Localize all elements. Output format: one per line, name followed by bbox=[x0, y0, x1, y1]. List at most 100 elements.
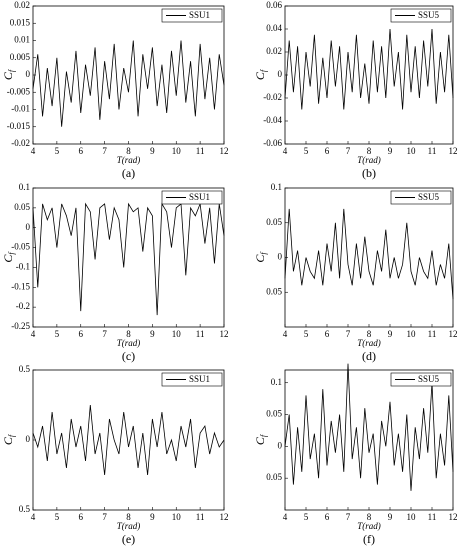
y-tick-label: -0.1 bbox=[16, 261, 30, 271]
y-axis-label-main: C bbox=[1, 71, 15, 80]
legend-box bbox=[390, 8, 452, 23]
x-tick-label: 6 bbox=[325, 512, 330, 522]
y-tick-label: -0.2 bbox=[16, 301, 30, 311]
y-axis-label-main: C bbox=[1, 436, 15, 445]
y-tick-label: -0.01 bbox=[11, 104, 30, 114]
legend-box bbox=[161, 190, 223, 205]
x-tick-label: 8 bbox=[367, 329, 372, 339]
x-tick-label: 11 bbox=[196, 512, 205, 522]
x-tick-label: 8 bbox=[367, 512, 372, 522]
x-tick-label: 10 bbox=[172, 329, 182, 339]
x-tick-label: 12 bbox=[449, 512, 458, 522]
x-tick-label: 9 bbox=[388, 329, 393, 339]
plot-frame bbox=[284, 369, 454, 511]
x-tick-label: 4 bbox=[283, 329, 288, 339]
y-tick-label: 0.5 bbox=[19, 504, 31, 514]
legend-label: SSU1 bbox=[189, 192, 210, 202]
panel-label: (b) bbox=[362, 166, 376, 180]
y-axis-label-sub: f bbox=[7, 251, 16, 255]
x-tick-label: 10 bbox=[172, 512, 182, 522]
y-tick-label: 0 bbox=[278, 440, 283, 450]
y-tick-label: -0.05 bbox=[11, 242, 30, 252]
data-line bbox=[32, 404, 225, 476]
data-line bbox=[32, 40, 225, 127]
y-tick-label: 0.005 bbox=[10, 52, 31, 62]
x-tick-label: 7 bbox=[346, 146, 351, 156]
y-tick-label: -0.15 bbox=[11, 281, 30, 291]
y-axis-label: Cf bbox=[1, 433, 16, 445]
panel-label: (a) bbox=[122, 166, 135, 180]
y-axis-label-main: C bbox=[253, 254, 267, 263]
data-line bbox=[284, 28, 454, 110]
plot-frame bbox=[284, 187, 454, 328]
y-tick-label: 0 bbox=[26, 222, 31, 232]
y-tick-label: 0.05 bbox=[266, 409, 282, 419]
panel-label: (d) bbox=[362, 349, 376, 363]
x-tick-label: 7 bbox=[102, 329, 107, 339]
y-tick-label: -0.04 bbox=[263, 115, 282, 125]
x-tick-label: 7 bbox=[346, 329, 351, 339]
x-axis-label: T(rad) bbox=[357, 155, 381, 165]
y-axis-label-sub: f bbox=[259, 68, 268, 72]
x-tick-label: 4 bbox=[283, 512, 288, 522]
panel-label: (f) bbox=[363, 532, 375, 546]
y-tick-label: 0.01 bbox=[14, 35, 30, 45]
y-tick-label: 0 bbox=[278, 69, 283, 79]
y-axis-label: Cf bbox=[1, 68, 16, 80]
plot-frame bbox=[284, 5, 454, 145]
x-tick-label: 12 bbox=[220, 512, 229, 522]
y-axis-label-sub: f bbox=[259, 433, 268, 437]
x-tick-label: 4 bbox=[31, 146, 36, 156]
legend-box bbox=[390, 372, 452, 387]
y-tick-label: 0.05 bbox=[266, 286, 282, 296]
data-line bbox=[284, 363, 454, 491]
y-axis-label-sub: f bbox=[7, 433, 16, 437]
legend-label: SSU5 bbox=[418, 10, 440, 20]
x-tick-label: 4 bbox=[283, 146, 288, 156]
y-tick-label: 0.015 bbox=[10, 17, 31, 27]
x-tick-label: 5 bbox=[55, 146, 60, 156]
y-tick-label: -0.015 bbox=[7, 121, 31, 131]
x-tick-label: 6 bbox=[325, 146, 330, 156]
legend-label: SSU1 bbox=[189, 374, 210, 384]
x-tick-label: 10 bbox=[407, 146, 417, 156]
panel: 4 5 6 7 8 9 10 11 12 0.06 0.04 0.02 0 -0.02 -0.04 -0.06… bbox=[253, 0, 458, 180]
x-tick-label: 11 bbox=[196, 146, 205, 156]
y-tick-label: 0.05 bbox=[266, 217, 282, 227]
y-tick-label: 0 bbox=[26, 69, 31, 79]
x-axis-label: T(rad) bbox=[117, 521, 141, 531]
y-tick-label: 0.04 bbox=[266, 23, 282, 33]
y-axis-label: Cf bbox=[253, 251, 268, 263]
y-tick-label: 0.06 bbox=[266, 0, 282, 10]
y-tick-label: 0.1 bbox=[271, 182, 282, 192]
x-tick-label: 5 bbox=[304, 329, 309, 339]
y-tick-label: -0.02 bbox=[11, 138, 30, 148]
x-tick-label: 10 bbox=[407, 512, 417, 522]
x-tick-label: 12 bbox=[449, 329, 458, 339]
y-axis-label-main: C bbox=[1, 254, 15, 263]
x-tick-label: 7 bbox=[102, 146, 107, 156]
y-tick-label: 0.1 bbox=[19, 182, 30, 192]
x-axis-label: T(rad) bbox=[117, 338, 141, 348]
y-axis-label-main: C bbox=[253, 71, 267, 80]
x-tick-label: 12 bbox=[220, 146, 229, 156]
panel: 4 5 6 7 8 9 10 11 12 0.1 0.05 0 -0.05 -0.1 -0.15 -0.2 -0… bbox=[1, 182, 229, 363]
x-tick-label: 7 bbox=[346, 512, 351, 522]
legend-box bbox=[161, 8, 223, 23]
x-tick-label: 8 bbox=[126, 146, 131, 156]
panel: 4 5 6 7 8 9 10 11 12 0.1 0.05 0 0.05 T(rad)(d) Cf SSU5 bbox=[253, 182, 458, 363]
x-tick-label: 4 bbox=[31, 512, 36, 522]
legend-box bbox=[390, 190, 452, 205]
y-axis-label-main: C bbox=[253, 436, 267, 445]
x-tick-label: 6 bbox=[79, 146, 84, 156]
x-tick-label: 10 bbox=[172, 146, 182, 156]
panel: 4 5 6 7 8 9 10 11 12 0.1 0.05 0 0.05 T(rad)(f) Cf SSU5 bbox=[253, 363, 458, 546]
panel: 4 5 6 7 8 9 10 11 12 0.02 0.015 0.01 0.005 0 -0.005 -0.… bbox=[1, 0, 229, 180]
plot-frame bbox=[32, 369, 225, 511]
y-tick-label: 0.05 bbox=[14, 202, 30, 212]
panel: 4 5 6 7 8 9 10 11 12 0.5 0 0.5 T(rad)(e) Cf SSU1 bbox=[1, 364, 229, 546]
x-tick-label: 12 bbox=[220, 329, 229, 339]
y-axis-label-sub: f bbox=[259, 251, 268, 255]
y-tick-label: -0.06 bbox=[263, 138, 282, 148]
y-tick-label: 0.1 bbox=[271, 377, 282, 387]
